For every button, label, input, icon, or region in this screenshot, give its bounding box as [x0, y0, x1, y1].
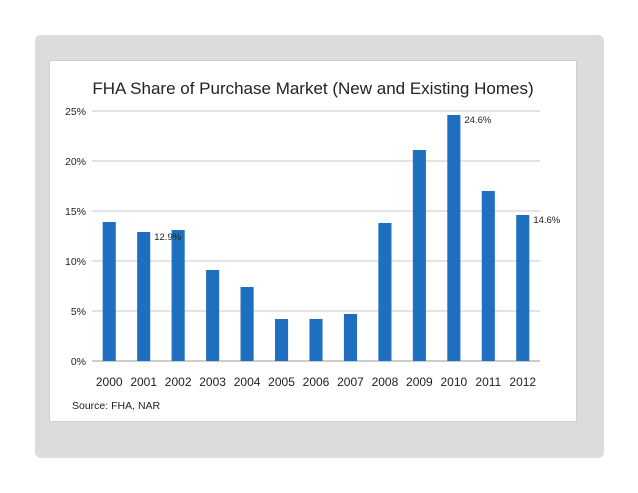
source-note: Source: FHA, NAR [72, 400, 161, 412]
chart-title: FHA Share of Purchase Market (New and Ex… [92, 79, 533, 98]
bar-2008 [378, 223, 392, 361]
bar-chart: FHA Share of Purchase Market (New and Ex… [65, 79, 561, 412]
y-tick-label: 20% [65, 156, 86, 168]
y-tick-label: 0% [71, 356, 86, 368]
y-tick-label: 10% [65, 256, 86, 268]
bar-2000 [102, 222, 116, 361]
bar-2004 [240, 287, 254, 361]
x-tick-label: 2001 [130, 375, 157, 389]
x-tick-label: 2000 [96, 375, 123, 389]
x-tick-label: 2005 [268, 375, 295, 389]
bars [102, 115, 530, 361]
y-tick-label: 5% [71, 306, 86, 318]
x-tick-label: 2012 [509, 375, 536, 389]
data-labels: 12.9% 24.6% 14.6% [154, 115, 561, 243]
x-tick-label: 2007 [337, 375, 364, 389]
x-tick-label: 2003 [199, 375, 226, 389]
data-label: 24.6% [464, 115, 491, 126]
bar-2006 [309, 319, 323, 361]
bar-2005 [274, 319, 289, 361]
y-axis-ticks: 0% 5% 10% 15% 20% 25% [65, 106, 86, 368]
bar-2011 [481, 191, 495, 361]
bar-2010 [447, 115, 461, 361]
bar-2003 [206, 270, 220, 361]
x-tick-label: 2011 [475, 375, 501, 389]
bar-2007 [343, 314, 358, 361]
bar-2001 [137, 232, 151, 361]
x-axis-ticks: 2000 2001 2002 2003 2004 2005 2006 2007 2008 2009… [96, 375, 537, 389]
bar-2009 [412, 150, 426, 361]
gridlines [92, 110, 540, 362]
bar-2002 [171, 230, 185, 361]
chart-frame: FHA Share of Purchase Market (New and Ex… [49, 60, 577, 422]
x-tick-label: 2010 [440, 375, 467, 389]
y-tick-label: 15% [65, 206, 86, 218]
x-tick-label: 2006 [303, 375, 330, 389]
x-tick-label: 2002 [165, 375, 192, 389]
y-tick-label: 25% [65, 106, 86, 118]
bar-2012 [516, 215, 530, 361]
x-tick-label: 2009 [406, 375, 433, 389]
x-tick-label: 2004 [234, 375, 261, 389]
x-tick-label: 2008 [372, 375, 399, 389]
data-label: 12.9% [154, 232, 181, 243]
data-label: 14.6% [533, 215, 560, 226]
